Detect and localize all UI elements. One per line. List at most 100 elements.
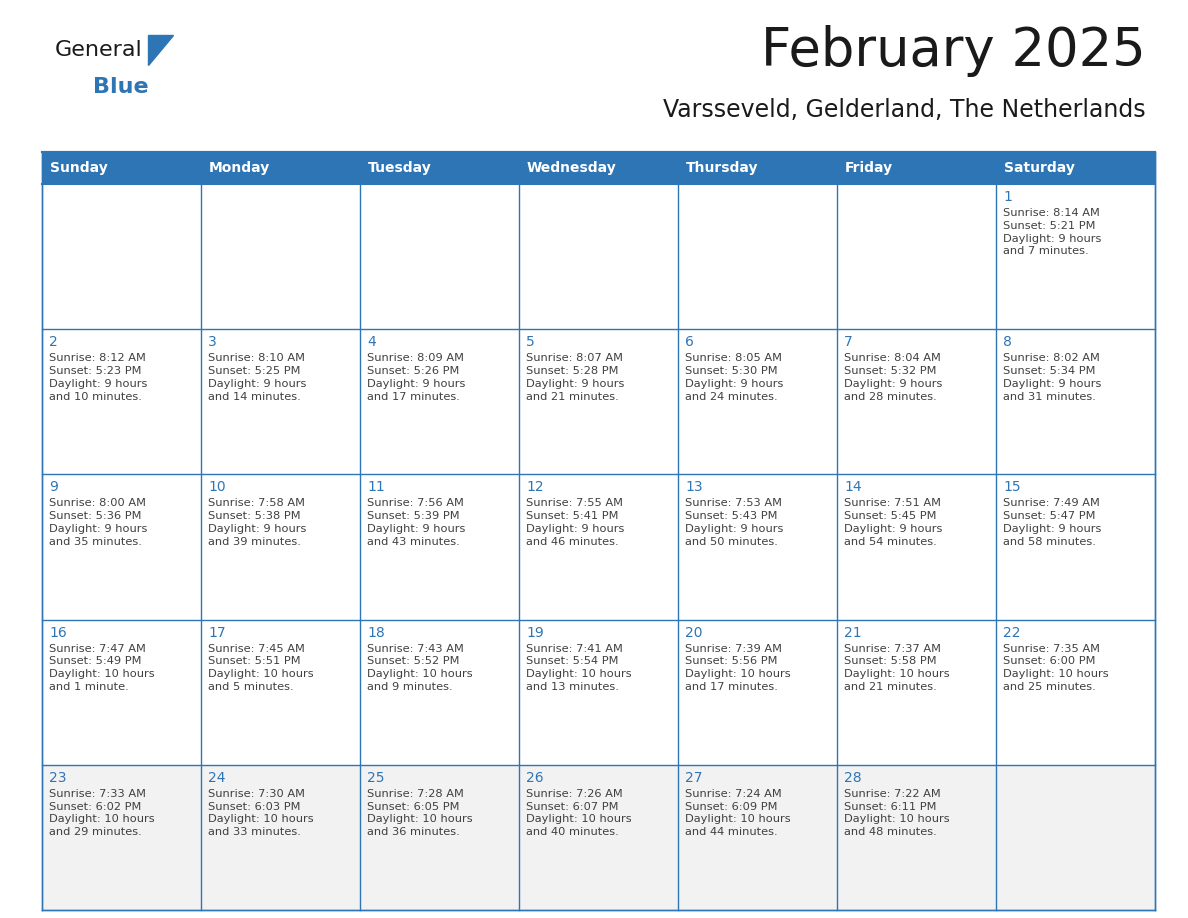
Text: Sunrise: 7:58 AM
Sunset: 5:38 PM
Daylight: 9 hours
and 39 minutes.: Sunrise: 7:58 AM Sunset: 5:38 PM Dayligh…	[208, 498, 307, 547]
Text: Sunrise: 7:56 AM
Sunset: 5:39 PM
Daylight: 9 hours
and 43 minutes.: Sunrise: 7:56 AM Sunset: 5:39 PM Dayligh…	[367, 498, 466, 547]
Polygon shape	[148, 35, 173, 65]
Bar	[838, 184, 996, 330]
Text: Sunrise: 7:30 AM
Sunset: 6:03 PM
Daylight: 10 hours
and 33 minutes.: Sunrise: 7:30 AM Sunset: 6:03 PM Dayligh…	[208, 789, 314, 837]
Bar	[42, 620, 201, 765]
Text: 9: 9	[49, 480, 58, 495]
Text: 14: 14	[843, 480, 861, 495]
Text: Sunrise: 8:10 AM
Sunset: 5:25 PM
Daylight: 9 hours
and 14 minutes.: Sunrise: 8:10 AM Sunset: 5:25 PM Dayligh…	[208, 353, 307, 401]
Text: Sunrise: 8:12 AM
Sunset: 5:23 PM
Daylight: 9 hours
and 10 minutes.: Sunrise: 8:12 AM Sunset: 5:23 PM Dayligh…	[49, 353, 147, 401]
Text: Sunrise: 8:05 AM
Sunset: 5:30 PM
Daylight: 9 hours
and 24 minutes.: Sunrise: 8:05 AM Sunset: 5:30 PM Dayligh…	[685, 353, 783, 401]
Bar	[360, 765, 519, 910]
Text: 10: 10	[208, 480, 226, 495]
Bar	[519, 330, 678, 475]
Text: Sunrise: 7:47 AM
Sunset: 5:49 PM
Daylight: 10 hours
and 1 minute.: Sunrise: 7:47 AM Sunset: 5:49 PM Dayligh…	[49, 644, 154, 692]
Text: Saturday: Saturday	[1004, 161, 1075, 175]
Text: 3: 3	[208, 335, 216, 349]
Bar	[996, 330, 1155, 475]
Text: 11: 11	[367, 480, 385, 495]
Bar	[678, 620, 838, 765]
Bar	[678, 475, 838, 620]
Bar	[360, 620, 519, 765]
Text: 28: 28	[843, 771, 861, 785]
Bar	[996, 475, 1155, 620]
Text: 1: 1	[1003, 190, 1012, 204]
Bar	[519, 184, 678, 330]
Text: Monday: Monday	[209, 161, 270, 175]
Bar	[519, 152, 678, 184]
Text: Sunrise: 7:49 AM
Sunset: 5:47 PM
Daylight: 9 hours
and 58 minutes.: Sunrise: 7:49 AM Sunset: 5:47 PM Dayligh…	[1003, 498, 1101, 547]
Text: 18: 18	[367, 625, 385, 640]
Bar	[996, 152, 1155, 184]
Bar	[360, 152, 519, 184]
Text: Sunrise: 7:26 AM
Sunset: 6:07 PM
Daylight: 10 hours
and 40 minutes.: Sunrise: 7:26 AM Sunset: 6:07 PM Dayligh…	[526, 789, 632, 837]
Bar	[42, 765, 201, 910]
Text: 13: 13	[685, 480, 702, 495]
Text: Sunday: Sunday	[50, 161, 108, 175]
Text: February 2025: February 2025	[762, 25, 1146, 77]
Bar	[42, 184, 201, 330]
Text: Friday: Friday	[845, 161, 893, 175]
Bar	[838, 765, 996, 910]
Bar	[678, 184, 838, 330]
Bar	[201, 152, 360, 184]
Text: Sunrise: 8:14 AM
Sunset: 5:21 PM
Daylight: 9 hours
and 7 minutes.: Sunrise: 8:14 AM Sunset: 5:21 PM Dayligh…	[1003, 208, 1101, 256]
Text: Sunrise: 7:45 AM
Sunset: 5:51 PM
Daylight: 10 hours
and 5 minutes.: Sunrise: 7:45 AM Sunset: 5:51 PM Dayligh…	[208, 644, 314, 692]
Text: 27: 27	[685, 771, 702, 785]
Bar	[678, 330, 838, 475]
Bar	[996, 184, 1155, 330]
Bar	[838, 152, 996, 184]
Text: 6: 6	[685, 335, 694, 349]
Text: Sunrise: 7:53 AM
Sunset: 5:43 PM
Daylight: 9 hours
and 50 minutes.: Sunrise: 7:53 AM Sunset: 5:43 PM Dayligh…	[685, 498, 783, 547]
Text: Varsseveld, Gelderland, The Netherlands: Varsseveld, Gelderland, The Netherlands	[663, 98, 1146, 122]
Text: 16: 16	[49, 625, 67, 640]
Bar	[201, 765, 360, 910]
Bar	[838, 620, 996, 765]
Bar	[996, 765, 1155, 910]
Text: Sunrise: 7:41 AM
Sunset: 5:54 PM
Daylight: 10 hours
and 13 minutes.: Sunrise: 7:41 AM Sunset: 5:54 PM Dayligh…	[526, 644, 632, 692]
Text: 12: 12	[526, 480, 544, 495]
Text: Tuesday: Tuesday	[368, 161, 431, 175]
Text: Sunrise: 7:55 AM
Sunset: 5:41 PM
Daylight: 9 hours
and 46 minutes.: Sunrise: 7:55 AM Sunset: 5:41 PM Dayligh…	[526, 498, 625, 547]
Text: Wednesday: Wednesday	[527, 161, 617, 175]
Bar	[519, 765, 678, 910]
Text: 7: 7	[843, 335, 853, 349]
Text: 24: 24	[208, 771, 226, 785]
Text: Sunrise: 7:28 AM
Sunset: 6:05 PM
Daylight: 10 hours
and 36 minutes.: Sunrise: 7:28 AM Sunset: 6:05 PM Dayligh…	[367, 789, 473, 837]
Text: Sunrise: 8:04 AM
Sunset: 5:32 PM
Daylight: 9 hours
and 28 minutes.: Sunrise: 8:04 AM Sunset: 5:32 PM Dayligh…	[843, 353, 942, 401]
Bar	[42, 330, 201, 475]
Text: Sunrise: 7:33 AM
Sunset: 6:02 PM
Daylight: 10 hours
and 29 minutes.: Sunrise: 7:33 AM Sunset: 6:02 PM Dayligh…	[49, 789, 154, 837]
Bar	[360, 475, 519, 620]
Text: 8: 8	[1003, 335, 1012, 349]
Bar	[42, 475, 201, 620]
Bar	[838, 475, 996, 620]
Bar	[996, 620, 1155, 765]
Text: General: General	[55, 40, 143, 60]
Text: Blue: Blue	[93, 77, 148, 97]
Bar	[42, 152, 201, 184]
Text: 5: 5	[526, 335, 535, 349]
Bar	[838, 330, 996, 475]
Bar	[201, 330, 360, 475]
Bar	[678, 152, 838, 184]
Text: Sunrise: 7:24 AM
Sunset: 6:09 PM
Daylight: 10 hours
and 44 minutes.: Sunrise: 7:24 AM Sunset: 6:09 PM Dayligh…	[685, 789, 791, 837]
Text: Sunrise: 7:35 AM
Sunset: 6:00 PM
Daylight: 10 hours
and 25 minutes.: Sunrise: 7:35 AM Sunset: 6:00 PM Dayligh…	[1003, 644, 1108, 692]
Text: Sunrise: 8:09 AM
Sunset: 5:26 PM
Daylight: 9 hours
and 17 minutes.: Sunrise: 8:09 AM Sunset: 5:26 PM Dayligh…	[367, 353, 466, 401]
Text: Sunrise: 8:00 AM
Sunset: 5:36 PM
Daylight: 9 hours
and 35 minutes.: Sunrise: 8:00 AM Sunset: 5:36 PM Dayligh…	[49, 498, 147, 547]
Bar	[360, 330, 519, 475]
Bar	[360, 184, 519, 330]
Text: 2: 2	[49, 335, 58, 349]
Text: 17: 17	[208, 625, 226, 640]
Text: Thursday: Thursday	[685, 161, 758, 175]
Text: Sunrise: 7:43 AM
Sunset: 5:52 PM
Daylight: 10 hours
and 9 minutes.: Sunrise: 7:43 AM Sunset: 5:52 PM Dayligh…	[367, 644, 473, 692]
Text: 22: 22	[1003, 625, 1020, 640]
Text: Sunrise: 8:02 AM
Sunset: 5:34 PM
Daylight: 9 hours
and 31 minutes.: Sunrise: 8:02 AM Sunset: 5:34 PM Dayligh…	[1003, 353, 1101, 401]
Text: Sunrise: 7:22 AM
Sunset: 6:11 PM
Daylight: 10 hours
and 48 minutes.: Sunrise: 7:22 AM Sunset: 6:11 PM Dayligh…	[843, 789, 949, 837]
Text: Sunrise: 7:37 AM
Sunset: 5:58 PM
Daylight: 10 hours
and 21 minutes.: Sunrise: 7:37 AM Sunset: 5:58 PM Dayligh…	[843, 644, 949, 692]
Bar	[678, 765, 838, 910]
Bar	[201, 184, 360, 330]
Text: Sunrise: 8:07 AM
Sunset: 5:28 PM
Daylight: 9 hours
and 21 minutes.: Sunrise: 8:07 AM Sunset: 5:28 PM Dayligh…	[526, 353, 625, 401]
Text: 4: 4	[367, 335, 375, 349]
Bar	[201, 475, 360, 620]
Text: 23: 23	[49, 771, 67, 785]
Text: 20: 20	[685, 625, 702, 640]
